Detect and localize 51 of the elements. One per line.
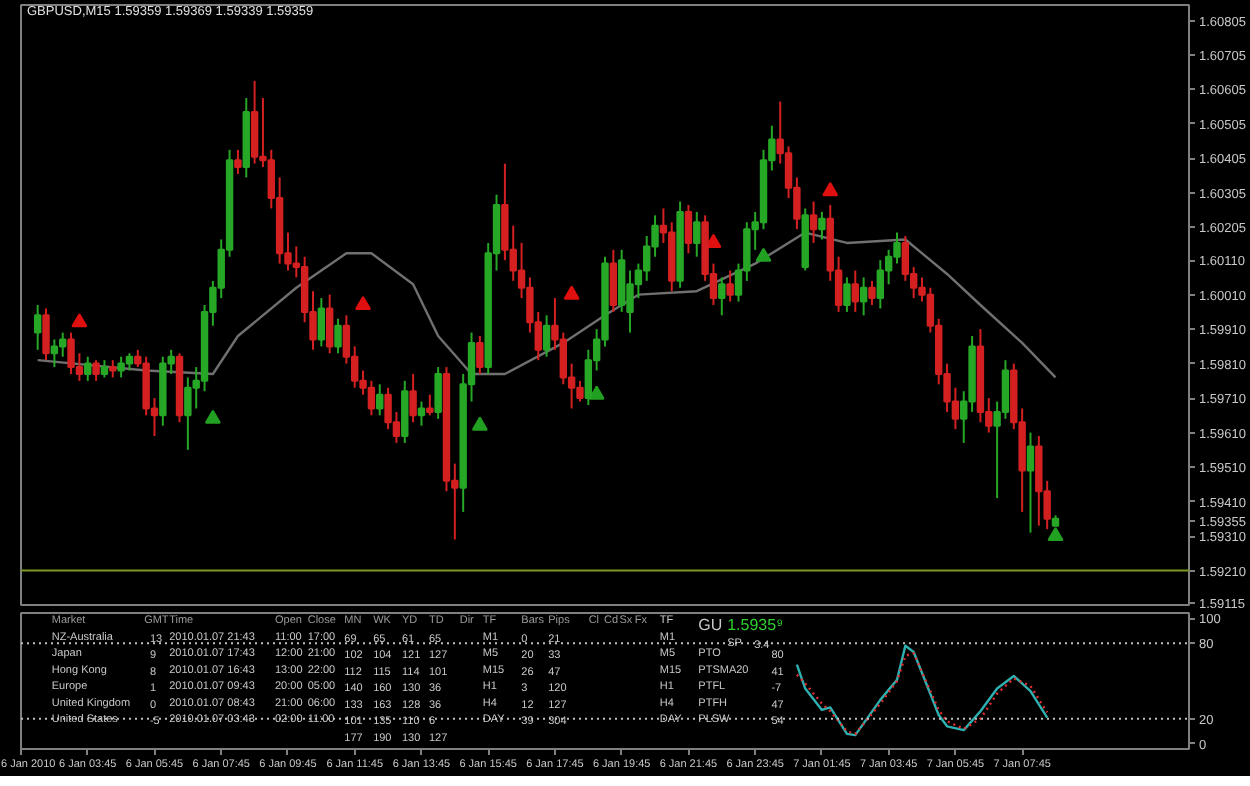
candlestick [718, 276, 726, 317]
annotation: 1.5935⁹ [727, 615, 783, 634]
candlestick [426, 393, 434, 417]
candlestick [376, 383, 384, 417]
candlestick [409, 372, 417, 424]
candlestick [1035, 435, 1043, 527]
point [1047, 526, 1064, 542]
point [755, 247, 772, 262]
point [588, 385, 605, 400]
annotation: GU [698, 615, 723, 634]
point [563, 285, 580, 300]
candlestick [818, 210, 826, 241]
point [471, 416, 488, 431]
candlestick [693, 210, 701, 258]
point [71, 313, 88, 328]
candlestick [317, 297, 326, 348]
candlestick [901, 235, 910, 282]
point [355, 295, 372, 311]
point [204, 409, 221, 424]
point [822, 182, 839, 197]
candlestick [609, 248, 618, 313]
candlestick [476, 335, 484, 375]
candlestick [334, 317, 342, 355]
candlestick [859, 276, 868, 317]
candlestick [684, 204, 693, 255]
candlestick [325, 293, 334, 355]
candlestick [67, 331, 75, 375]
candlestick [559, 331, 567, 386]
candlestick [42, 307, 50, 362]
candlestick [876, 259, 885, 310]
candlestick [417, 400, 426, 427]
candlestick [1001, 359, 1010, 420]
candlestick [92, 359, 100, 382]
candlestick [367, 379, 376, 417]
candlestick [851, 269, 859, 313]
candlestick [1026, 431, 1035, 534]
candlestick [434, 366, 442, 420]
candlestick [33, 304, 42, 351]
candlestick [401, 379, 409, 444]
candlestick [250, 79, 259, 165]
candlestick [542, 314, 551, 358]
candlestick [84, 355, 92, 382]
candlestick [809, 200, 818, 244]
candlestick [868, 279, 876, 306]
candlestick [117, 355, 125, 379]
candlestick [843, 276, 851, 313]
candlestick [617, 248, 626, 313]
candlestick [726, 269, 734, 303]
candlestick [234, 148, 242, 175]
candlestick [50, 338, 59, 369]
candlestick [59, 331, 67, 358]
